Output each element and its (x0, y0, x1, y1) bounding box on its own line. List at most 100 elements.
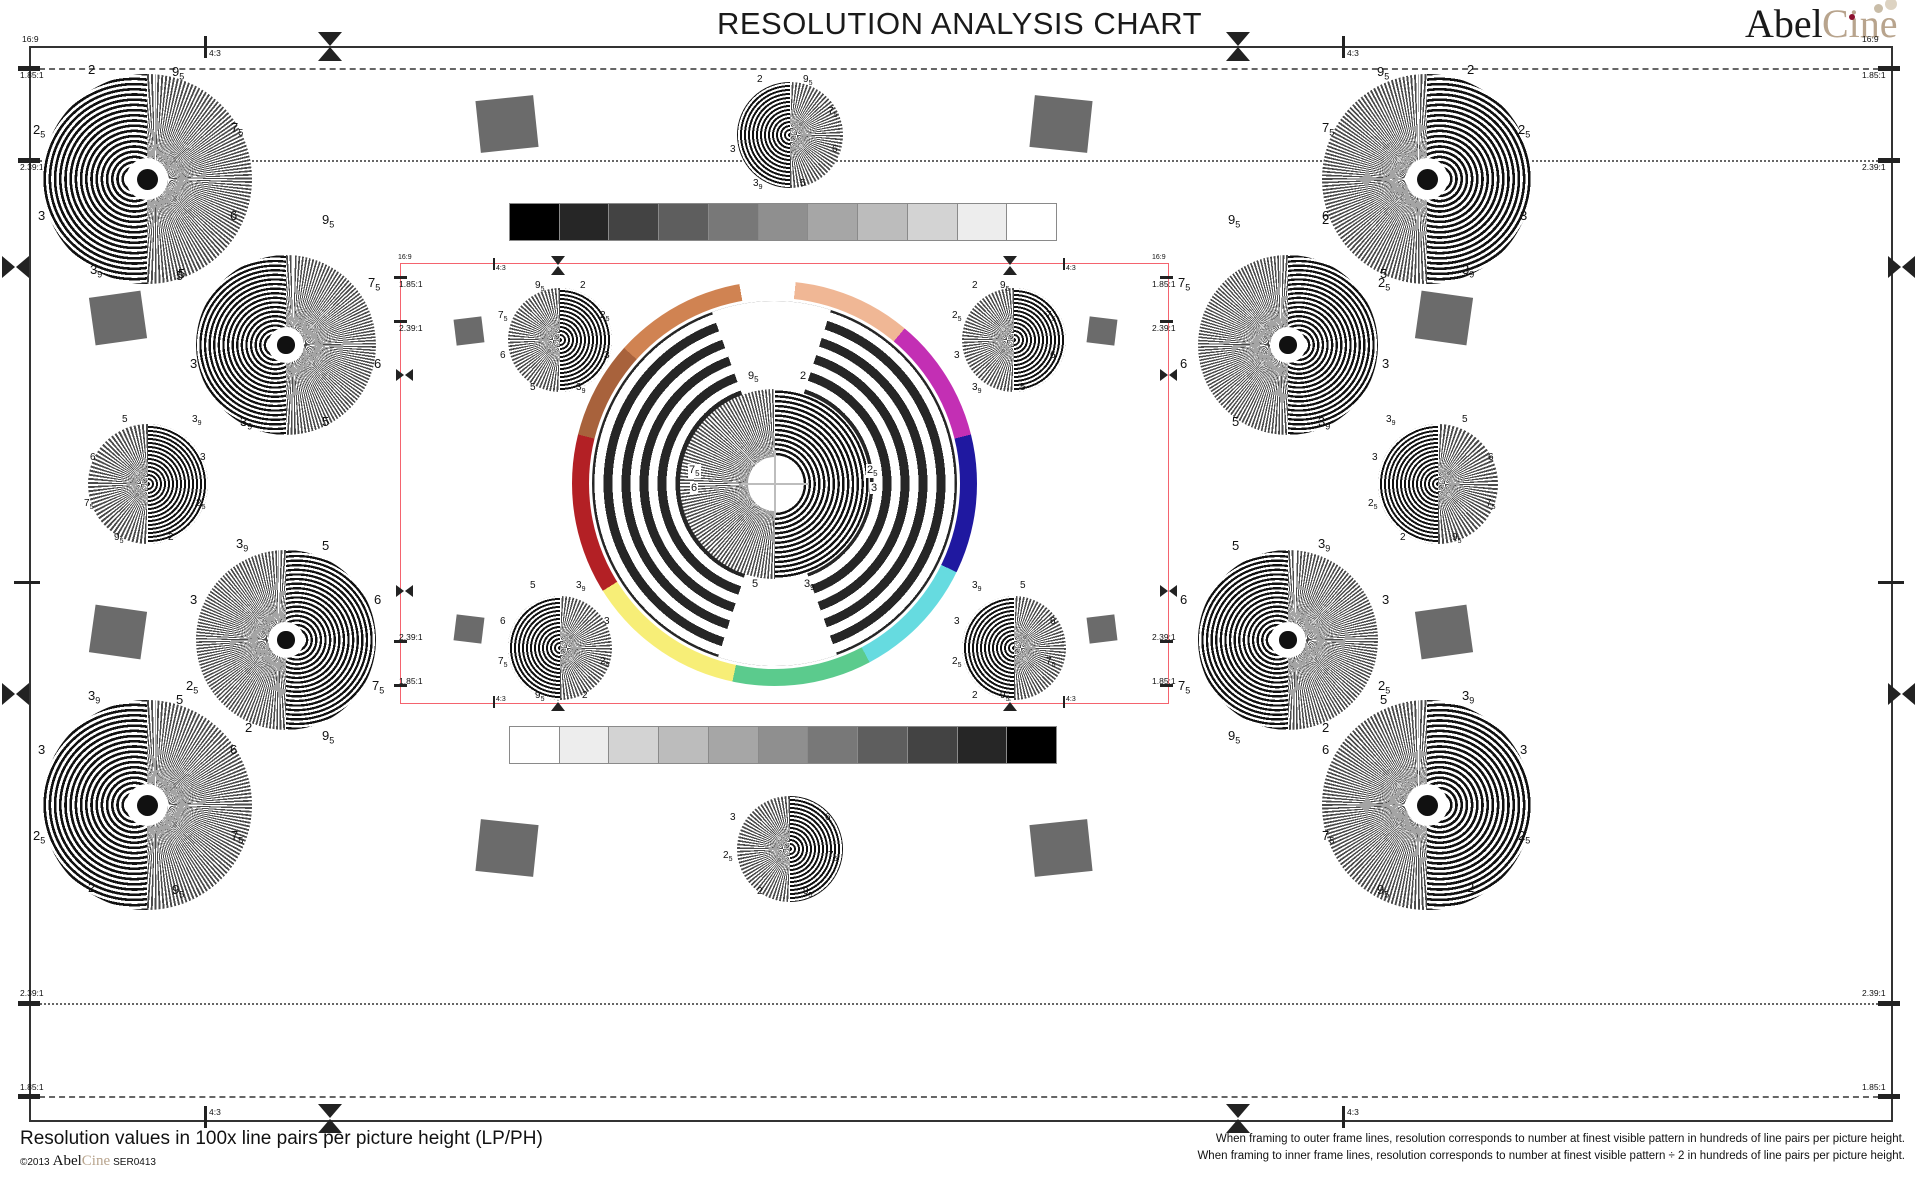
res-label-ibr-39: 39 (972, 580, 982, 593)
res-label-tr-25: 25 (1518, 122, 1531, 140)
side-center-tick-left (14, 581, 40, 584)
res-label-itr-25: 25 (952, 310, 962, 323)
zone-plate-hub (126, 784, 168, 826)
center-marker-right-upper-right-icon (1888, 256, 1901, 278)
star-left-half (508, 288, 560, 392)
inner-side-tick-1-85-right (1160, 276, 1173, 279)
inner-tick-4-3-bottom-left (493, 696, 495, 708)
star-right-half (1014, 596, 1066, 700)
grayscale-step-6 (808, 204, 859, 240)
zone-plate-top-left (42, 74, 252, 284)
star-right-half (560, 596, 612, 700)
siemens-star-mid-right-top (1378, 424, 1498, 544)
ar-label-2-39-bottom-right: 2.39:1 (1862, 988, 1886, 998)
framing-note-outer: When framing to outer frame lines, resol… (1215, 1133, 1905, 1145)
ar-label-16-9-top-left: 16:9 (22, 34, 39, 44)
zone-plate-hub (126, 158, 168, 200)
outer-tick-4-3-bottom-left (204, 1106, 207, 1128)
res-label-ibl-5: 5 (530, 580, 536, 591)
res-label-ibl-95: 95 (535, 690, 545, 703)
inner-center-bot2-up-icon (1003, 702, 1017, 711)
res-label-bc-2: 2 (757, 886, 763, 897)
zone-plate-hub-dot (136, 794, 158, 816)
res-label-tli-75: 75 (368, 275, 381, 293)
res-label-itl-25: 25 (600, 310, 610, 323)
grayscale-step-4 (708, 204, 759, 240)
siemens-star-inner-br (962, 596, 1066, 700)
frame-line-1-85-top (29, 68, 1889, 70)
res-label-tr-39: 39 (1462, 262, 1475, 280)
res-label-tri-95: 95 (1228, 212, 1241, 230)
res-label-tli-5: 5 (176, 268, 184, 283)
res-label-bl-6: 6 (230, 742, 238, 757)
ar-label-4-3-top-left: 4:3 (209, 48, 221, 58)
inner-left-mark2-r-icon (396, 585, 404, 597)
res-label-bri-6: 6 (1180, 592, 1188, 607)
res-label-bc-25: 25 (723, 850, 733, 863)
grayscale-step-10 (1007, 204, 1057, 240)
res-label-sml-25: 25 (196, 498, 206, 511)
res-label-tri-5: 5 (1232, 414, 1240, 429)
res-label-sml-6: 6 (90, 452, 96, 463)
side-tick-2-39-left-b (18, 1001, 40, 1006)
res-label-tc-39: 39 (753, 178, 763, 191)
res-label-ibl-75: 75 (498, 656, 508, 669)
footer-logo-abelcine: AbelCine (52, 1153, 111, 1169)
zone-plate-top-left-inner (196, 255, 376, 435)
res-label-tri-39: 39 (1318, 414, 1331, 432)
side-tick-2-39-left (18, 158, 40, 163)
res-label-ibr-75: 75 (1046, 656, 1056, 669)
center-marker-left-lower-right-icon (2, 683, 15, 705)
res-label-tc-6: 6 (832, 144, 838, 155)
inner-ar-1-85-tl: 1.85:1 (399, 279, 423, 289)
res-label-tr-2: 2 (1467, 62, 1475, 77)
zone-plate-hub-dot (1279, 631, 1297, 649)
res-label-bri-95: 95 (1228, 728, 1241, 746)
res-label-br-39: 39 (1462, 688, 1475, 706)
res-label-smr-5: 5 (1462, 414, 1468, 425)
res-label-itr-95: 95 (1000, 280, 1010, 293)
center-marker-bottom-left-up-icon (318, 1119, 342, 1133)
center-marker-bottom-right-down-icon (1226, 1104, 1250, 1118)
side-tick-1-85-right (1878, 66, 1900, 71)
res-label-ibr-25: 25 (952, 656, 962, 669)
center-marker-top-right-down-icon (1226, 32, 1250, 46)
res-label-itr-75: 75 (1046, 310, 1056, 323)
siemens-star-inner-tr (962, 288, 1066, 392)
res-label-tli-6: 6 (374, 356, 382, 371)
side-tick-1-85-left (18, 66, 40, 71)
center-marker-left-lower-left-icon (16, 683, 29, 705)
res-label-ibr-5: 5 (1020, 580, 1026, 591)
siemens-star-inner-tl (508, 288, 612, 392)
star-right-half (1014, 288, 1066, 392)
res-label-itr-6: 6 (1050, 350, 1056, 361)
res-label-br-25: 25 (1518, 828, 1531, 846)
footer-copyright: ©2013 AbelCine SER0413 (20, 1153, 156, 1170)
res-label-tl-5: 5 (178, 266, 186, 281)
gray-patch-mr (1414, 290, 1474, 346)
res-label-itl-75: 75 (498, 310, 508, 323)
grayscale-step-6 (808, 727, 859, 763)
inner-side-tick-1-85-right-b (1160, 684, 1173, 687)
res-label-center-39: 39 (804, 578, 815, 593)
inner-side-tick-1-85-left (394, 276, 407, 279)
res-label-bc-75: 75 (828, 850, 838, 863)
ar-label-2-39-top-left: 2.39:1 (20, 162, 44, 172)
grayscale-step-2 (609, 204, 660, 240)
ar-label-4-3-bottom-left: 4:3 (209, 1107, 221, 1117)
siemens-star-mid-left-top (88, 424, 208, 544)
inner-tick-4-3-top-right (1063, 258, 1065, 270)
res-label-bli-6: 6 (374, 592, 382, 607)
inner-side-tick-1-85-left-b (394, 684, 407, 687)
res-label-ibr-95: 95 (1000, 690, 1010, 703)
res-label-bli-95: 95 (322, 728, 335, 746)
zone-plate-hub (268, 622, 304, 658)
grayscale-step-4 (708, 727, 759, 763)
siemens-star-inner-bl (508, 596, 612, 700)
res-label-smr-3: 3 (1372, 452, 1378, 463)
res-label-center-75: 75 (688, 464, 701, 479)
center-crosshair-vertical (773, 449, 776, 519)
ar-label-1-85-bottom-right: 1.85:1 (1862, 1082, 1886, 1092)
star-right-half (790, 82, 843, 188)
inner-side-tick-2-39-right-b (1160, 640, 1173, 643)
